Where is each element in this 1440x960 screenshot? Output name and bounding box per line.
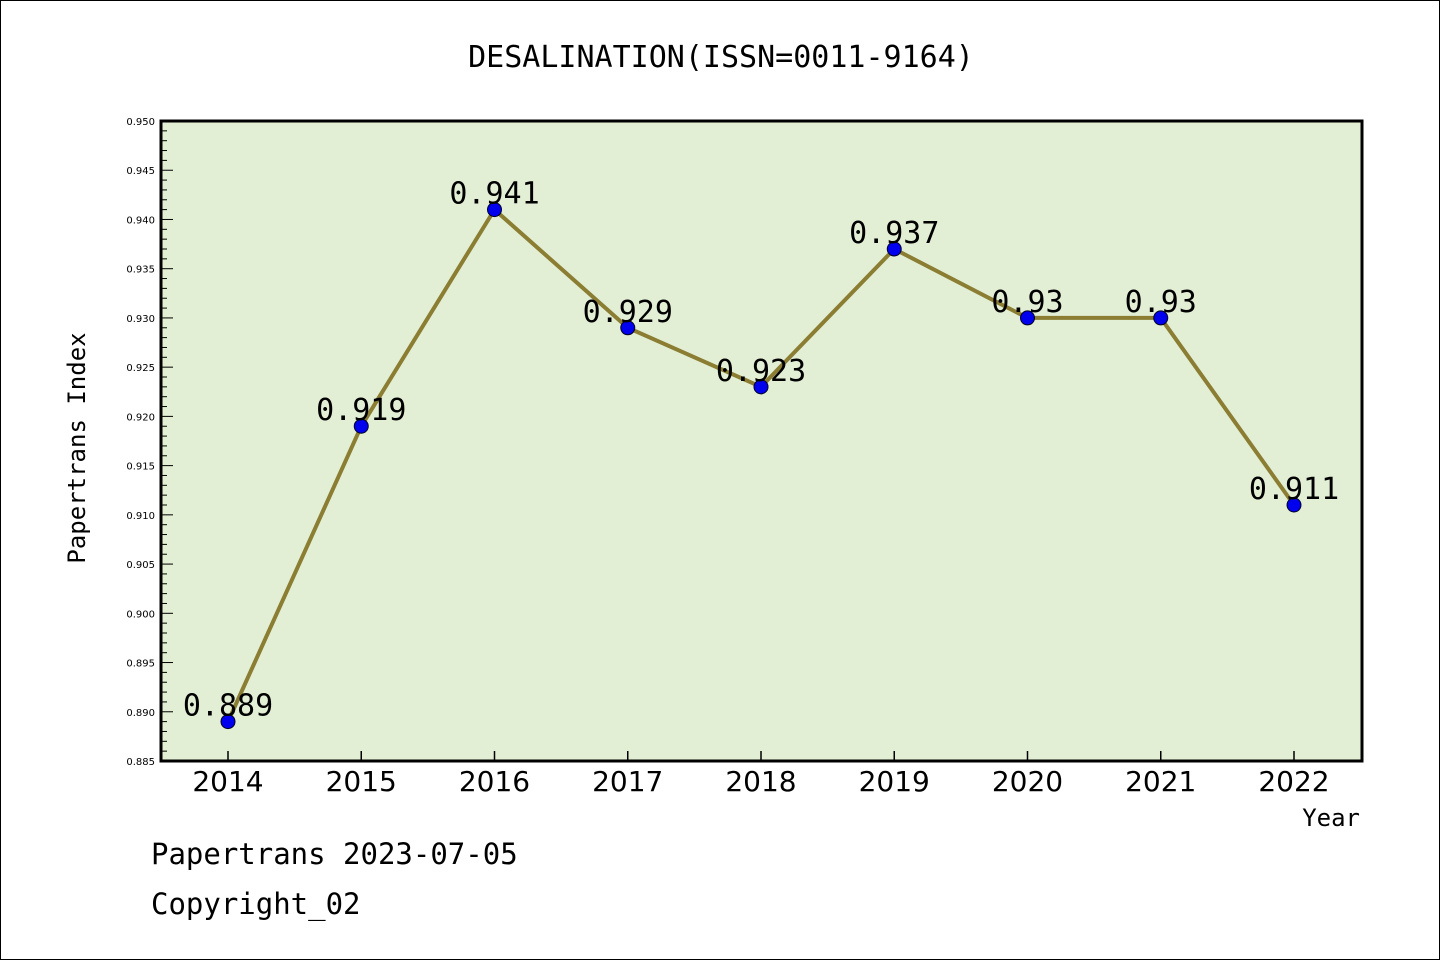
y-axis-label: Papertrans Index <box>63 332 91 563</box>
x-tick-label: 2020 <box>992 765 1063 798</box>
data-points <box>220 202 1302 730</box>
data-point <box>353 418 369 434</box>
y-tick-label: 0.925 <box>126 363 155 374</box>
y-tick-label: 0.935 <box>126 265 155 276</box>
y-tick-label: 0.895 <box>126 659 155 670</box>
data-label: 0.919 <box>316 393 406 428</box>
data-label: 0.937 <box>849 216 939 251</box>
x-axis-label: Year <box>1302 804 1360 832</box>
data-point <box>1286 497 1302 513</box>
x-tick-label: 2014 <box>192 765 263 798</box>
plot-area <box>161 121 1362 761</box>
data-label: 0.911 <box>1249 472 1339 507</box>
x-tick-label: 2015 <box>326 765 397 798</box>
data-point <box>620 320 636 336</box>
data-point <box>1153 310 1169 326</box>
data-point <box>487 202 502 218</box>
x-tick-label: 2018 <box>725 765 796 798</box>
y-tick-label: 0.930 <box>126 314 155 325</box>
y-tick-label: 0.890 <box>126 708 155 719</box>
y-axis: 0.885 0.890 0.895 0.900 0.905 0.910 0.915 0.920… <box>126 117 173 768</box>
y-tick-label: 0.945 <box>126 166 155 177</box>
x-tick-label: 2016 <box>459 765 530 798</box>
y-tick-label: 0.915 <box>126 462 155 473</box>
y-tick-label: 0.900 <box>126 609 155 620</box>
y-tick-label: 0.950 <box>126 117 155 128</box>
y-tick-label: 0.910 <box>126 511 155 522</box>
data-point <box>753 379 769 395</box>
footer-source: Papertrans 2023-07-05 <box>151 837 518 871</box>
plot-border <box>159 119 1364 763</box>
x-tick-label: 2019 <box>859 765 930 798</box>
chart-title: DESALINATION(ISSN=0011-9164) <box>468 40 974 75</box>
y-tick-label: 0.920 <box>126 412 155 423</box>
data-label: 0.941 <box>449 177 539 212</box>
x-tick-label: 2022 <box>1258 765 1329 798</box>
x-tick-label: 2021 <box>1125 765 1196 798</box>
data-point <box>886 241 902 257</box>
y-tick-label: 0.940 <box>126 215 155 226</box>
y-tick-label: 0.905 <box>126 560 155 571</box>
data-point <box>220 714 236 730</box>
x-tick-label: 2017 <box>592 765 663 798</box>
data-label: 0.93 <box>991 285 1063 320</box>
y-tick-label: 0.885 <box>126 757 155 768</box>
footer-copyright: Copyright_02 <box>151 887 361 922</box>
data-label: 0.889 <box>183 689 273 724</box>
data-label: 0.93 <box>1125 285 1197 320</box>
x-axis: 2014 2015 2016 2017 2018 2019 2020 2021 2022 <box>192 751 1330 798</box>
data-labels: 0.889 0.919 0.941 0.929 0.923 0.937 0.93 0.93 0.… <box>183 177 1339 724</box>
data-label: 0.923 <box>716 354 806 389</box>
data-point <box>1020 310 1035 326</box>
data-label: 0.929 <box>583 295 673 330</box>
